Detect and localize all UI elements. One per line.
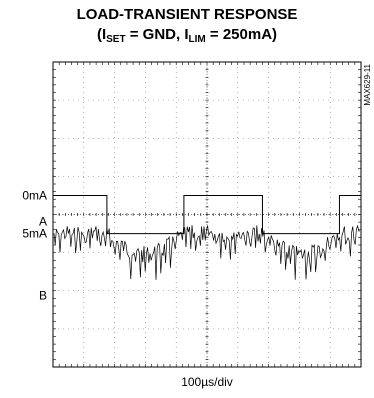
trace-a-square-wave [53, 194, 361, 235]
level-label-5ma: 5mA [22, 227, 47, 241]
level-label-0ma: 0mA [22, 188, 47, 202]
scope-grid [52, 61, 362, 368]
trace-b-ripple [53, 224, 361, 280]
chart-title-line1: LOAD-TRANSIENT RESPONSE [76, 6, 298, 23]
x-scale-label: 100µs/div [181, 375, 233, 389]
channel-label-a: A [39, 215, 47, 229]
side-note: MAX629-11 [363, 63, 372, 105]
channel-label-b: B [39, 288, 47, 302]
chart-title-line2: (ISET = GND, ILIM = 250mA) [96, 26, 278, 45]
